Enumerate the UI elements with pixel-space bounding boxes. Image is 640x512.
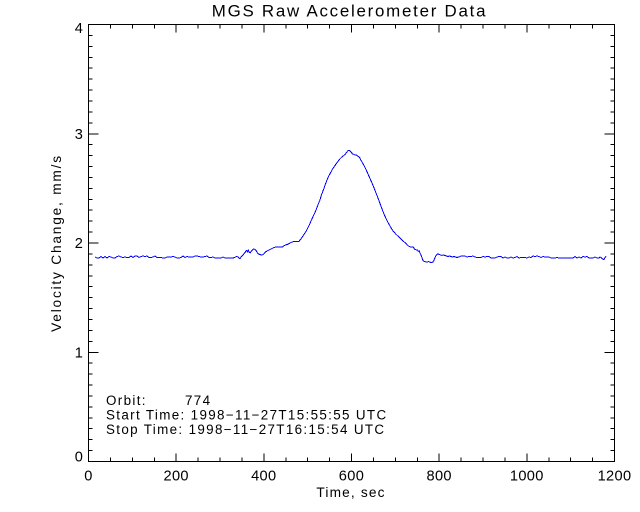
svg-text:0: 0 [84, 468, 92, 484]
svg-text:1: 1 [75, 345, 83, 361]
svg-text:Start Time: 1998−11−27T15:55:5: Start Time: 1998−11−27T15:55:55 UTC [106, 408, 387, 423]
svg-text:MGS Raw Accelerometer Data: MGS Raw Accelerometer Data [212, 2, 487, 21]
svg-text:200: 200 [163, 468, 188, 484]
svg-text:774: 774 [185, 393, 211, 408]
svg-text:800: 800 [426, 468, 451, 484]
svg-text:Stop Time: 1998−11−27T16:15:54: Stop Time: 1998−11−27T16:15:54 UTC [106, 422, 385, 437]
svg-text:3: 3 [75, 127, 83, 143]
svg-text:1000: 1000 [510, 468, 544, 484]
svg-text:4: 4 [75, 21, 83, 37]
svg-text:400: 400 [251, 468, 276, 484]
svg-text:Time, sec: Time, sec [316, 485, 385, 500]
svg-text:Orbit:: Orbit: [106, 393, 147, 408]
svg-text:Velocity Change, mm/s: Velocity Change, mm/s [49, 154, 64, 332]
svg-text:0: 0 [75, 450, 83, 466]
svg-text:2: 2 [75, 236, 83, 252]
svg-text:600: 600 [339, 468, 364, 484]
svg-text:1200: 1200 [598, 468, 632, 484]
